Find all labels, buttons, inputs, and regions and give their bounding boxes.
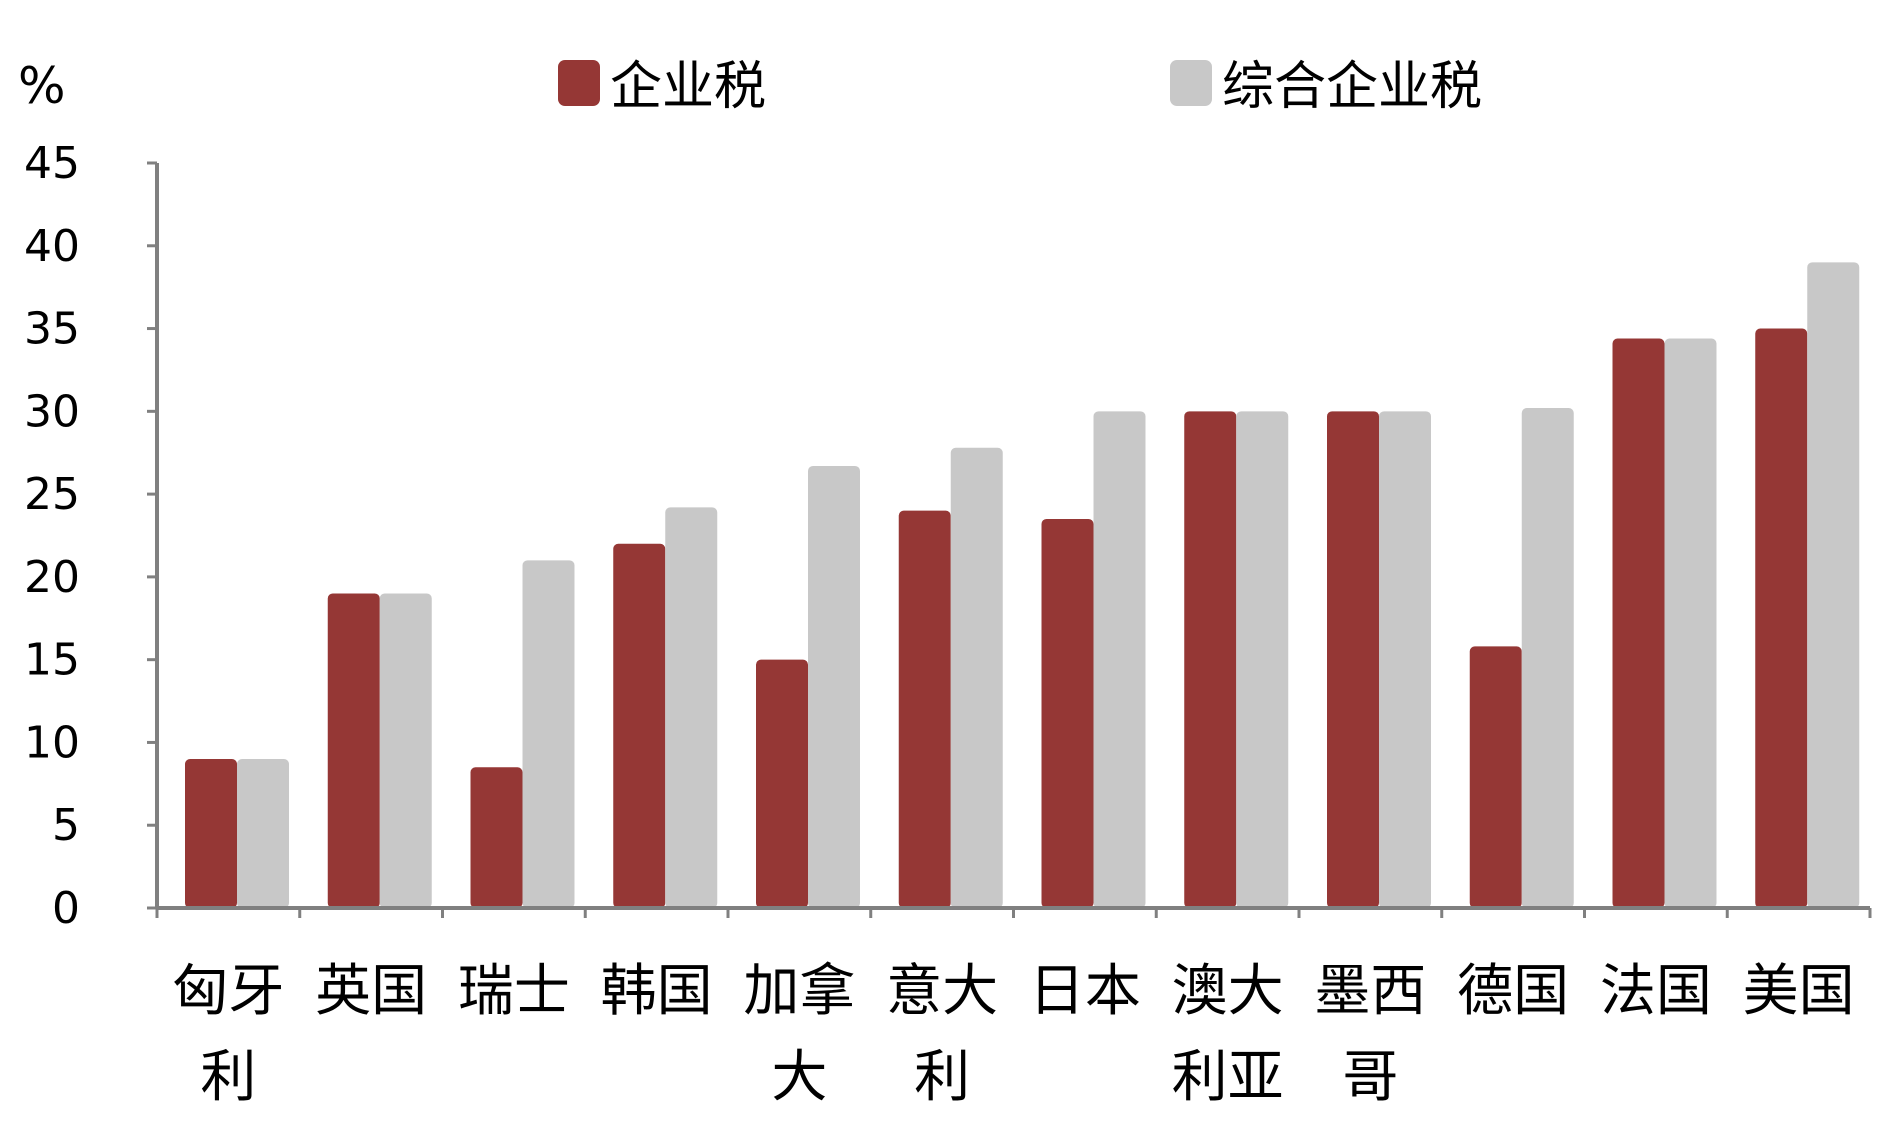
legend-swatch-series-2	[1170, 60, 1212, 106]
category-label: 大	[771, 1045, 827, 1110]
category-label: 英国	[315, 959, 427, 1024]
category-label: 墨西	[1314, 959, 1426, 1024]
bar-combined-corporate-tax	[1664, 338, 1717, 908]
bars	[185, 262, 1860, 908]
y-tick-label: 0	[52, 883, 80, 934]
category-label: 哥	[1342, 1045, 1398, 1110]
bar-corporate-tax	[327, 593, 380, 908]
legend-label-series-2: 综合企业税	[1222, 57, 1482, 117]
bar-combined-corporate-tax	[1379, 411, 1431, 908]
bar-corporate-tax	[898, 510, 951, 908]
axes	[155, 163, 1872, 918]
y-tick-label: 40	[24, 221, 80, 272]
bar-corporate-tax	[756, 659, 808, 908]
bar-corporate-tax	[1184, 411, 1237, 908]
category-label: 德国	[1457, 959, 1569, 1024]
bar-corporate-tax	[470, 767, 523, 908]
bar-corporate-tax	[1755, 328, 1808, 908]
legend-label-series-1: 企业税	[610, 57, 766, 117]
category-label: 韩国	[601, 959, 713, 1024]
legend: 企业税 综合企业税	[558, 57, 1482, 117]
category-label: 瑞士	[458, 959, 570, 1024]
bar-combined-corporate-tax	[665, 507, 718, 908]
bar-combined-corporate-tax	[237, 759, 289, 908]
y-axis-unit: %	[18, 57, 66, 115]
y-axis-ticks: 0 5 10 15 20 25 30 35 40 45	[24, 138, 157, 934]
bar-combined-corporate-tax	[1093, 411, 1146, 908]
bar-combined-corporate-tax	[1521, 408, 1574, 908]
y-tick-label: 20	[24, 552, 80, 603]
bar-corporate-tax	[1612, 338, 1665, 908]
bar-combined-corporate-tax	[808, 465, 860, 908]
category-label: 法国	[1600, 959, 1712, 1024]
category-label: 日本	[1029, 959, 1141, 1024]
bar-combined-corporate-tax	[379, 593, 432, 908]
bar-corporate-tax	[1469, 646, 1522, 908]
legend-swatch-series-1	[558, 60, 600, 106]
bar-corporate-tax	[1041, 518, 1094, 908]
category-label: 利	[914, 1045, 970, 1110]
category-label: 澳大	[1172, 959, 1284, 1024]
bar-combined-corporate-tax	[522, 560, 575, 908]
y-tick-label: 35	[24, 304, 80, 355]
y-tick-label: 30	[24, 386, 80, 437]
category-label: 加拿	[743, 959, 855, 1024]
bar-combined-corporate-tax	[1236, 411, 1289, 908]
category-label: 意大	[886, 959, 998, 1024]
y-tick-label: 15	[24, 635, 80, 686]
category-label: 美国	[1743, 959, 1855, 1024]
bar-corporate-tax	[1327, 411, 1379, 908]
category-label: 利亚	[1172, 1045, 1284, 1110]
bar-combined-corporate-tax	[1807, 262, 1860, 908]
bar-corporate-tax	[613, 543, 666, 908]
y-tick-label: 25	[24, 469, 80, 520]
category-label: 利	[200, 1045, 256, 1110]
y-tick-label: 5	[52, 800, 80, 851]
category-label: 匈牙	[172, 959, 284, 1024]
y-tick-label: 45	[24, 138, 80, 189]
bar-combined-corporate-tax	[950, 447, 1003, 908]
bar-corporate-tax	[185, 759, 237, 908]
y-tick-label: 10	[24, 717, 80, 768]
